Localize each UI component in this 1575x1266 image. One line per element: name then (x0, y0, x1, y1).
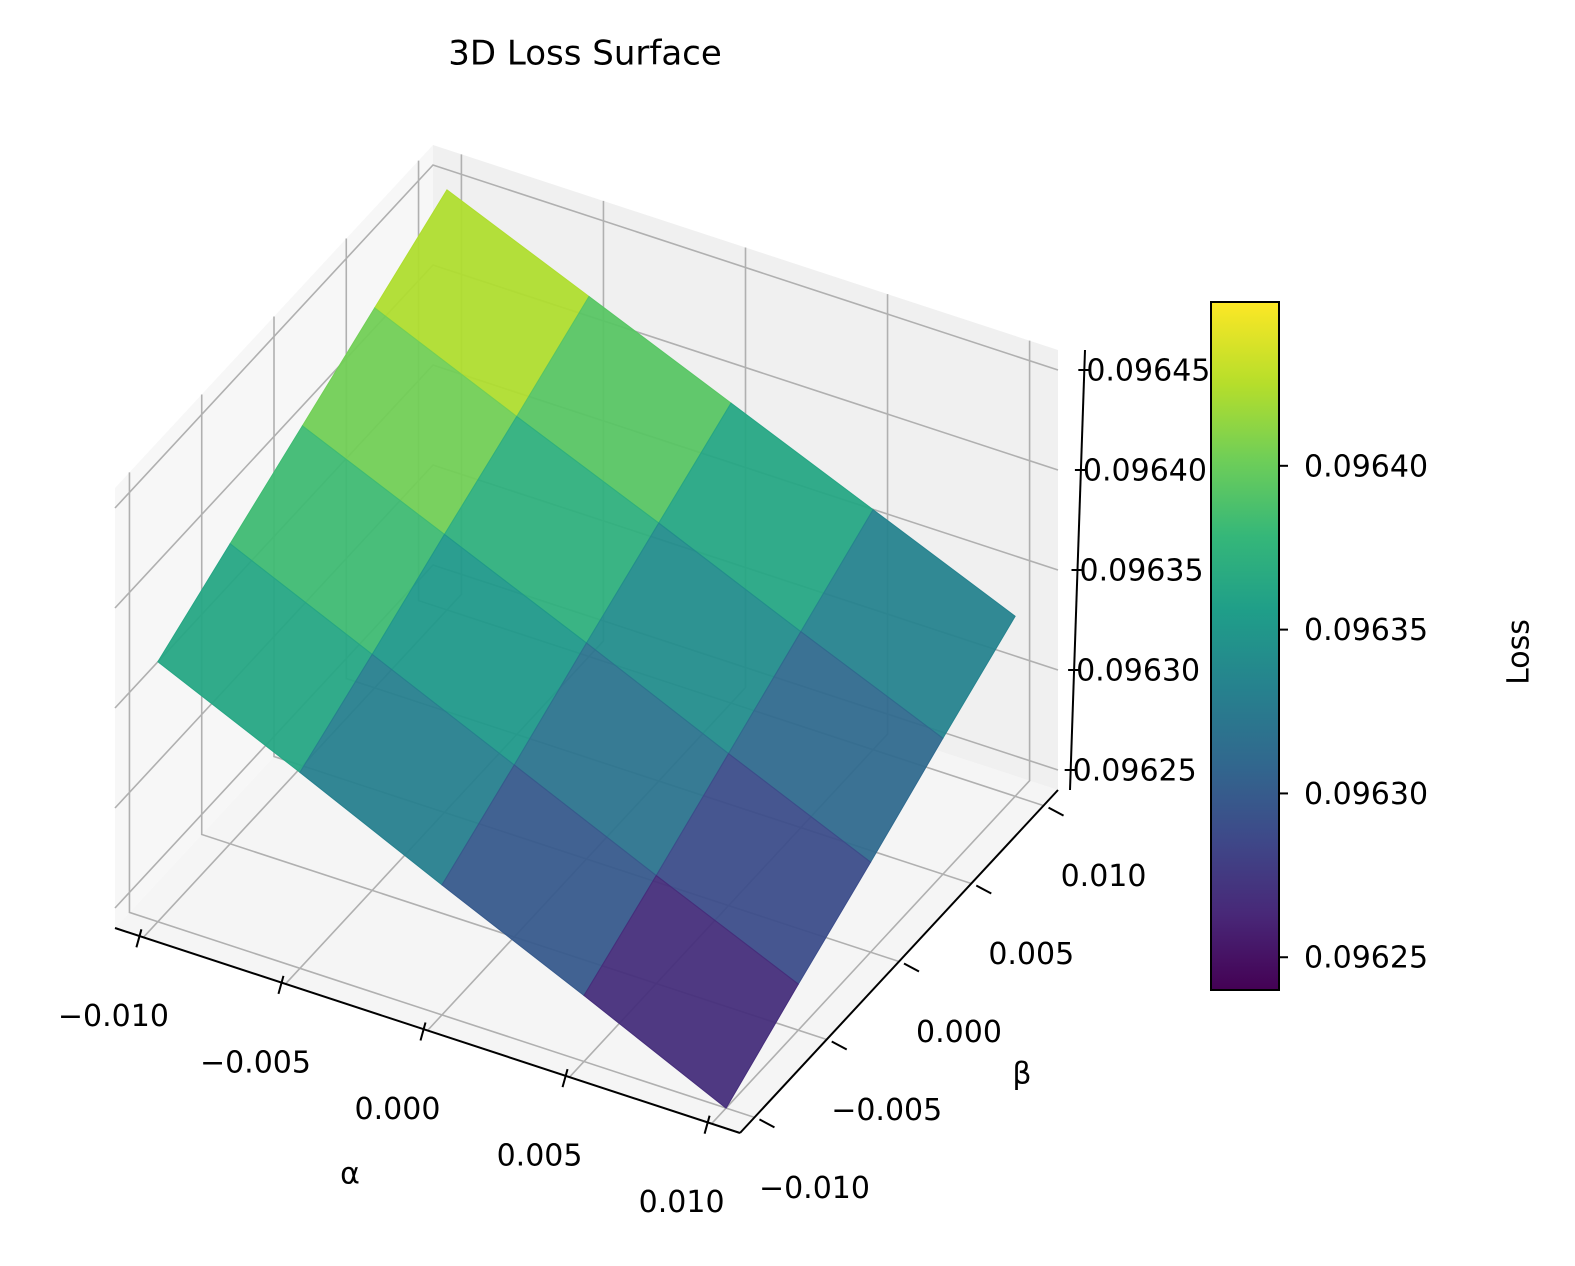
colorbar-tick-label: 0.09630 (1304, 777, 1428, 812)
x-tick (135, 929, 143, 948)
z-tick-label: 0.09625 (1073, 754, 1197, 789)
grid-line (128, 472, 755, 1119)
x-tick-label: −0.005 (200, 1045, 311, 1080)
x-tick-label: −0.010 (58, 999, 169, 1034)
y-tick (758, 1118, 775, 1129)
colorbar (1210, 301, 1280, 991)
y-tick-label: −0.010 (759, 1171, 870, 1206)
chart-title: 3D Loss Surface (448, 34, 722, 74)
y-tick (903, 962, 920, 973)
y-axis-label: β (1012, 1057, 1031, 1092)
surface-cell (583, 874, 799, 1109)
x-tick (277, 975, 285, 995)
y-tick-label: −0.005 (831, 1093, 942, 1128)
colorbar-tick-label: 0.09625 (1304, 941, 1428, 976)
y-axis (739, 789, 1059, 1134)
y-tick (975, 884, 992, 895)
z-tick-label: 0.09640 (1083, 454, 1207, 489)
x-axis (114, 927, 741, 1134)
x-tick (419, 1022, 427, 1041)
y-tick (1048, 806, 1065, 817)
z-tick-label: 0.09645 (1086, 354, 1210, 389)
colorbar-tick-label: 0.09635 (1304, 613, 1428, 648)
x-tick-label: 0.000 (355, 1092, 441, 1127)
y-tick-label: 0.010 (1061, 859, 1147, 894)
x-tick-label: 0.005 (497, 1139, 583, 1174)
x-tick (703, 1115, 711, 1134)
z-tick-label: 0.09635 (1080, 554, 1204, 589)
x-axis-label: α (340, 1157, 360, 1192)
y-tick-label: 0.005 (988, 937, 1074, 972)
x-tick-label: 0.010 (639, 1185, 725, 1220)
grid-line (114, 164, 1059, 509)
z-tick-label: 0.09630 (1076, 654, 1200, 689)
y-tick (831, 1040, 848, 1051)
y-tick-label: 0.000 (916, 1015, 1002, 1050)
x-tick (561, 1068, 569, 1088)
colorbar-tick-label: 0.09640 (1304, 449, 1428, 484)
colorbar-label: Loss (1502, 619, 1537, 685)
grid-line (711, 340, 1031, 1125)
